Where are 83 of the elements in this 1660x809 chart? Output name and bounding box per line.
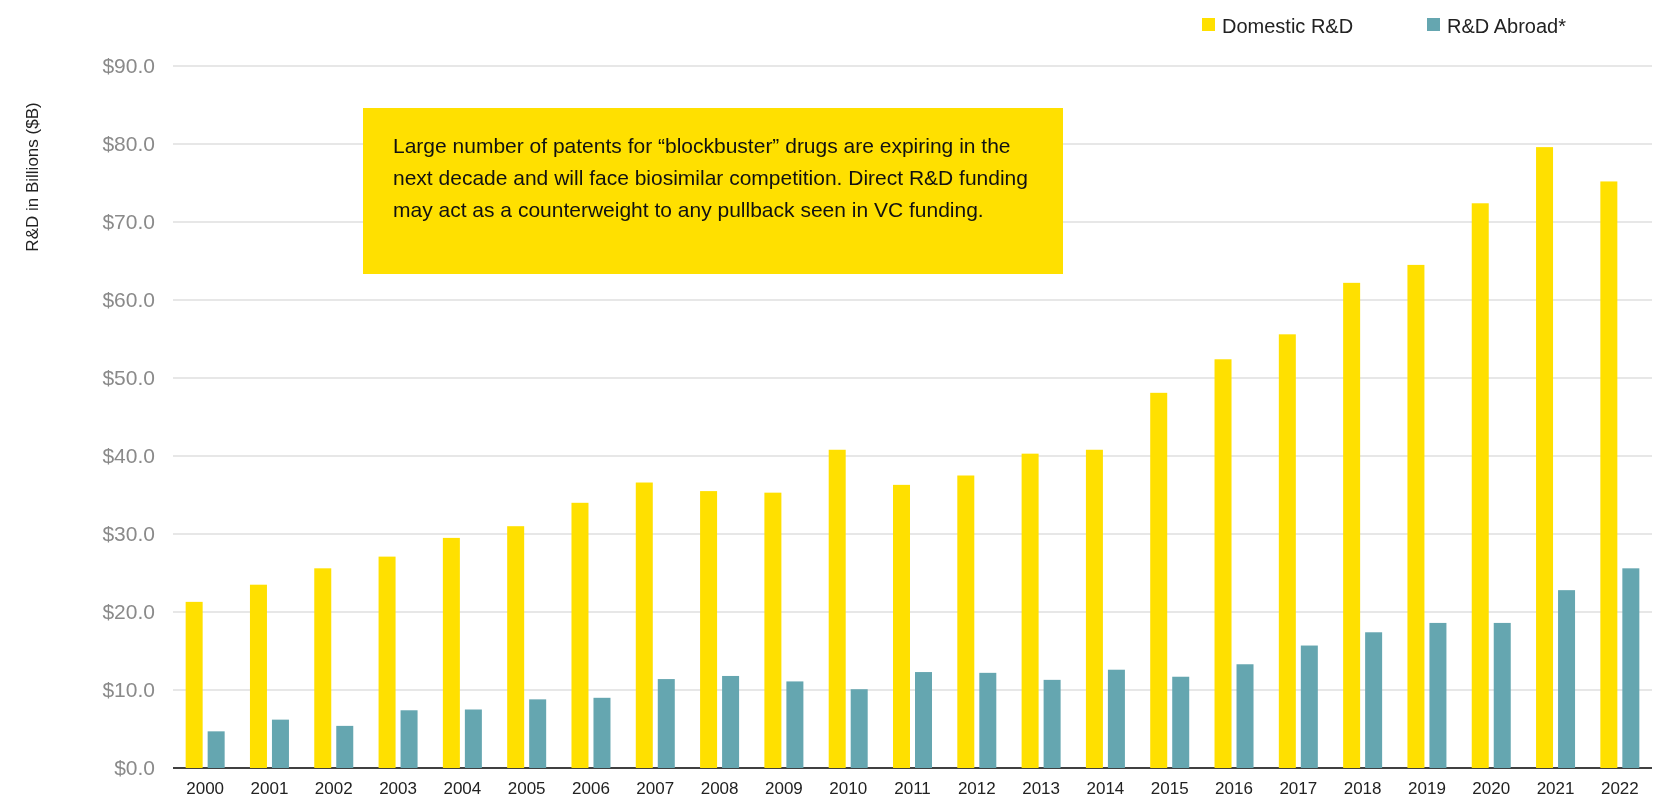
bar (378, 556, 396, 768)
y-tick-label: $40.0 (102, 444, 155, 468)
bar (271, 719, 289, 768)
x-tick-label: 2000 (186, 779, 225, 798)
x-tick-label: 2021 (1536, 779, 1575, 798)
bar (442, 537, 460, 768)
x-tick-label: 2004 (443, 779, 482, 798)
y-axis-title: R&D in Billions ($B) (23, 102, 42, 252)
y-tick-label: $90.0 (102, 54, 155, 78)
bar (635, 482, 653, 768)
y-tick-label: $10.0 (102, 678, 155, 702)
bar (1471, 203, 1489, 768)
bar (1214, 359, 1232, 768)
x-tick-label: 2006 (572, 779, 610, 798)
bar (764, 492, 782, 768)
bar (1107, 669, 1125, 768)
y-tick-label: $30.0 (102, 522, 155, 546)
bar (1300, 645, 1318, 768)
bar (1043, 679, 1061, 768)
bar (893, 484, 910, 768)
bar (1622, 568, 1640, 768)
bar (1172, 676, 1190, 768)
y-tick-label: $60.0 (102, 288, 155, 312)
bar (1150, 392, 1168, 768)
x-tick-label: 2005 (507, 779, 546, 798)
bar (400, 710, 418, 768)
bar (1278, 334, 1296, 768)
bar (979, 672, 997, 768)
x-tick-label: 2019 (1408, 779, 1446, 798)
bar (464, 709, 482, 768)
bar (828, 449, 846, 768)
callout-box: Large number of patents for “blockbuster” drugs are expiring in the next decade and will face biosimilar competition. Direct R&D funding may act as a counterweight to any pullback seen in VC funding. (363, 108, 1063, 274)
x-tick-label: 2012 (957, 779, 996, 798)
x-tick-label: 2014 (1086, 779, 1125, 798)
bar (529, 699, 547, 768)
y-tick-label: $0.0 (114, 756, 155, 780)
bar (571, 502, 589, 768)
bar (593, 697, 611, 768)
x-tick-label: 2013 (1022, 779, 1061, 798)
bar (1558, 590, 1576, 768)
bar (1536, 147, 1554, 768)
x-tick-label: 2008 (700, 779, 739, 798)
bar (1493, 622, 1511, 768)
y-tick-label: $70.0 (102, 210, 155, 234)
x-tick-label: 2018 (1343, 779, 1382, 798)
bar (185, 601, 203, 768)
x-tick-label: 2009 (764, 779, 803, 798)
x-tick-label: 2007 (636, 779, 675, 798)
bar (957, 475, 975, 768)
y-tick-label: $50.0 (102, 366, 155, 390)
bar (1600, 181, 1618, 768)
bar (915, 672, 932, 768)
bar (1429, 622, 1447, 768)
legend-label: Domestic R&D (1222, 15, 1354, 37)
x-tick-label: 2011 (894, 779, 931, 798)
legend-label: R&D Abroad* (1447, 15, 1567, 37)
bar (1407, 264, 1425, 768)
bar (722, 675, 740, 768)
x-tick-label: 2020 (1472, 779, 1511, 798)
bar (249, 584, 267, 768)
bar (1085, 449, 1103, 768)
bar (336, 725, 354, 768)
x-tick-label: 2010 (829, 779, 868, 798)
bar (657, 679, 675, 768)
bar (207, 731, 225, 768)
y-tick-label: $20.0 (102, 600, 155, 624)
x-tick-label: 2017 (1279, 779, 1318, 798)
y-tick-label: $80.0 (102, 132, 155, 156)
bar (1236, 664, 1254, 768)
bar (1021, 453, 1039, 768)
x-tick-label: 2022 (1600, 779, 1639, 798)
x-tick-label: 2016 (1215, 779, 1253, 798)
x-tick-label: 2002 (314, 779, 353, 798)
bar (314, 568, 332, 768)
x-tick-label: 2001 (250, 779, 289, 798)
bar (1343, 282, 1361, 768)
bar (1365, 632, 1383, 768)
bar (786, 681, 804, 768)
bar (850, 689, 868, 768)
x-tick-label: 2015 (1150, 779, 1189, 798)
bar (700, 491, 718, 768)
bar (507, 526, 525, 768)
x-tick-label: 2003 (379, 779, 417, 798)
